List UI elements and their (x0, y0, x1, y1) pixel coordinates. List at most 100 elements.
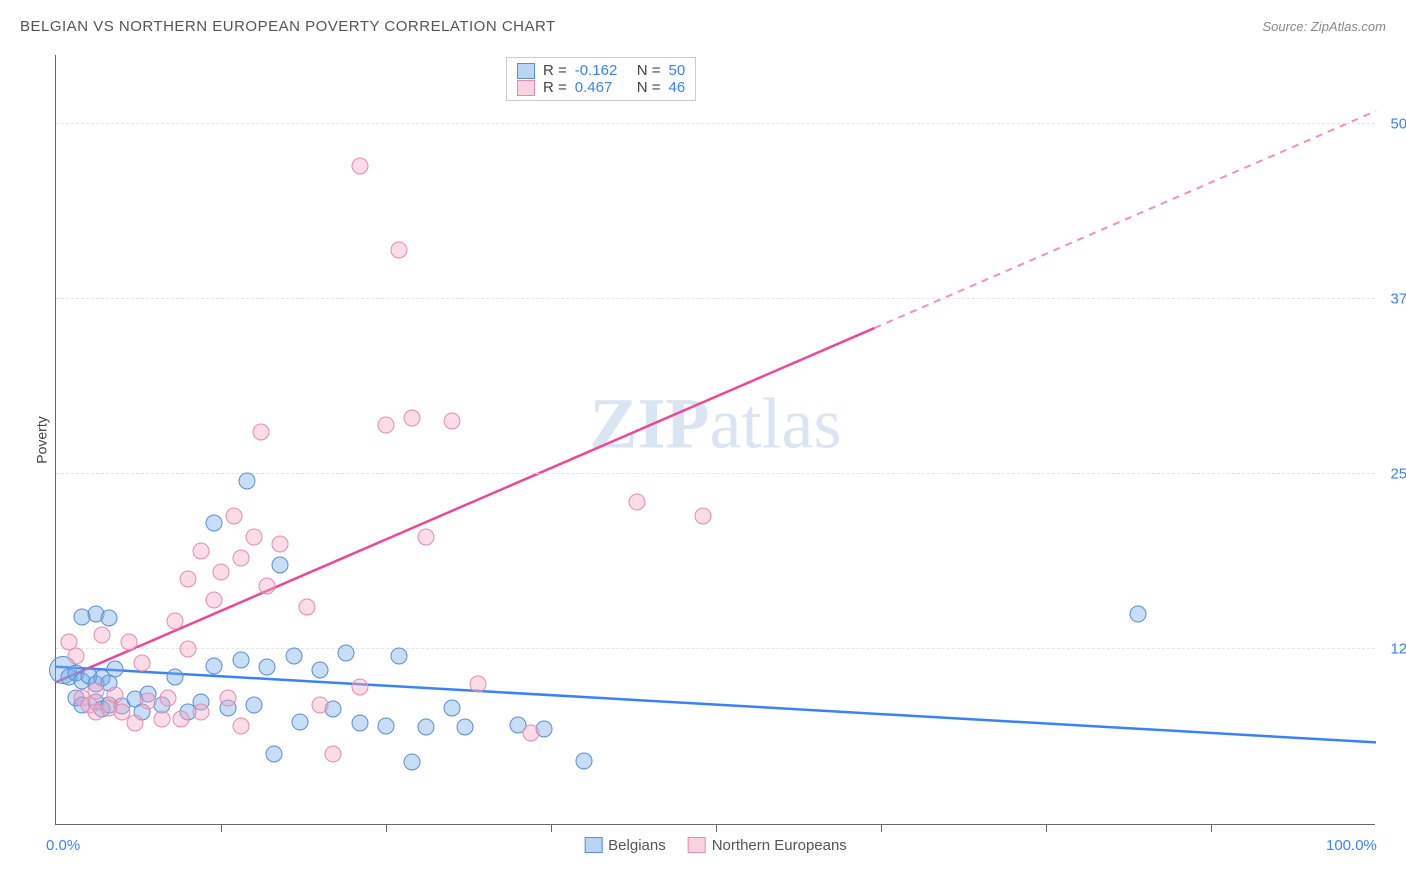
legend-item: Northern Europeans (688, 837, 847, 854)
legend-row: R = -0.162 N = 50 (517, 62, 685, 79)
legend-item: Belgians (584, 837, 666, 854)
data-point (160, 690, 177, 707)
data-point (404, 754, 421, 771)
data-point (246, 529, 263, 546)
data-point (298, 599, 315, 616)
y-tick-label: 50.0% (1390, 116, 1406, 133)
source-label: Source: (1262, 19, 1310, 34)
data-point (351, 715, 368, 732)
data-point (272, 536, 289, 553)
legend-n-label: N = (637, 62, 661, 79)
x-tick-label: 0.0% (46, 837, 80, 854)
data-point (417, 719, 434, 736)
legend-swatch (517, 80, 535, 96)
data-point (457, 719, 474, 736)
source-attribution: Source: ZipAtlas.com (1262, 19, 1386, 34)
legend-label: Northern Europeans (712, 837, 847, 854)
trend-line-northern-europeans (56, 328, 874, 682)
data-point (378, 718, 395, 735)
x-tick (716, 824, 717, 832)
data-point (325, 746, 342, 763)
plot-area: ZIPatlas Poverty R =-0.162N =50R =0.467N… (55, 55, 1375, 825)
data-point (232, 652, 249, 669)
x-tick (881, 824, 882, 832)
data-point (232, 718, 249, 735)
data-point (246, 697, 263, 714)
legend-swatch (584, 837, 602, 853)
source-value: ZipAtlas.com (1311, 19, 1386, 34)
data-point (180, 641, 197, 658)
data-point (107, 660, 124, 677)
data-point (206, 657, 223, 674)
correlation-legend: R = -0.162 N = 50R = 0.467 N = 46 (506, 57, 696, 101)
data-point (239, 473, 256, 490)
data-point (628, 494, 645, 511)
data-point (292, 713, 309, 730)
data-point (444, 412, 461, 429)
gridline-h (56, 123, 1375, 124)
legend-r-value: -0.162 (575, 62, 629, 79)
gridline-h (56, 473, 1375, 474)
data-point (312, 662, 329, 679)
gridline-h (56, 298, 1375, 299)
data-point (470, 676, 487, 693)
data-point (166, 669, 183, 686)
data-point (576, 753, 593, 770)
data-point (67, 648, 84, 665)
y-tick-label: 37.5% (1390, 291, 1406, 308)
legend-row: R =0.467N =46 (517, 79, 685, 96)
legend-n-label: N = (637, 79, 661, 96)
data-point (206, 592, 223, 609)
data-point (232, 550, 249, 567)
gridline-h (56, 648, 1375, 649)
legend-r-value: 0.467 (575, 79, 629, 96)
data-point (120, 634, 137, 651)
data-point (173, 711, 190, 728)
data-point (417, 529, 434, 546)
data-point (351, 678, 368, 695)
data-point (226, 508, 243, 525)
data-point (391, 648, 408, 665)
data-point (140, 692, 157, 709)
y-axis-title: Poverty (34, 416, 50, 463)
data-point (351, 158, 368, 175)
data-point (166, 613, 183, 630)
legend-n-value: 46 (669, 79, 686, 96)
data-point (153, 711, 170, 728)
x-tick-label: 100.0% (1326, 837, 1377, 854)
data-point (444, 699, 461, 716)
data-point (127, 715, 144, 732)
x-tick (1046, 824, 1047, 832)
legend-swatch (517, 63, 535, 79)
data-point (523, 725, 540, 742)
data-point (391, 242, 408, 259)
data-point (1130, 606, 1147, 623)
legend-r-label: R = (543, 62, 567, 79)
data-point (94, 627, 111, 644)
data-point (180, 571, 197, 588)
legend-swatch (688, 837, 706, 853)
x-tick (1211, 824, 1212, 832)
data-point (206, 515, 223, 532)
legend-n-value: 50 (669, 62, 686, 79)
x-tick (386, 824, 387, 832)
trend-line-dashed-northern-europeans (874, 111, 1376, 328)
x-tick (551, 824, 552, 832)
data-point (338, 645, 355, 662)
legend-label: Belgians (608, 837, 666, 854)
data-point (87, 683, 104, 700)
data-point (694, 508, 711, 525)
data-point (265, 746, 282, 763)
chart-header: BELGIAN VS NORTHERN EUROPEAN POVERTY COR… (20, 18, 1386, 35)
y-tick-label: 25.0% (1390, 466, 1406, 483)
data-point (285, 648, 302, 665)
data-point (107, 687, 124, 704)
data-point (378, 417, 395, 434)
data-point (133, 655, 150, 672)
data-point (219, 690, 236, 707)
data-point (100, 610, 117, 627)
data-point (312, 697, 329, 714)
data-point (193, 543, 210, 560)
x-tick (221, 824, 222, 832)
data-point (404, 410, 421, 427)
